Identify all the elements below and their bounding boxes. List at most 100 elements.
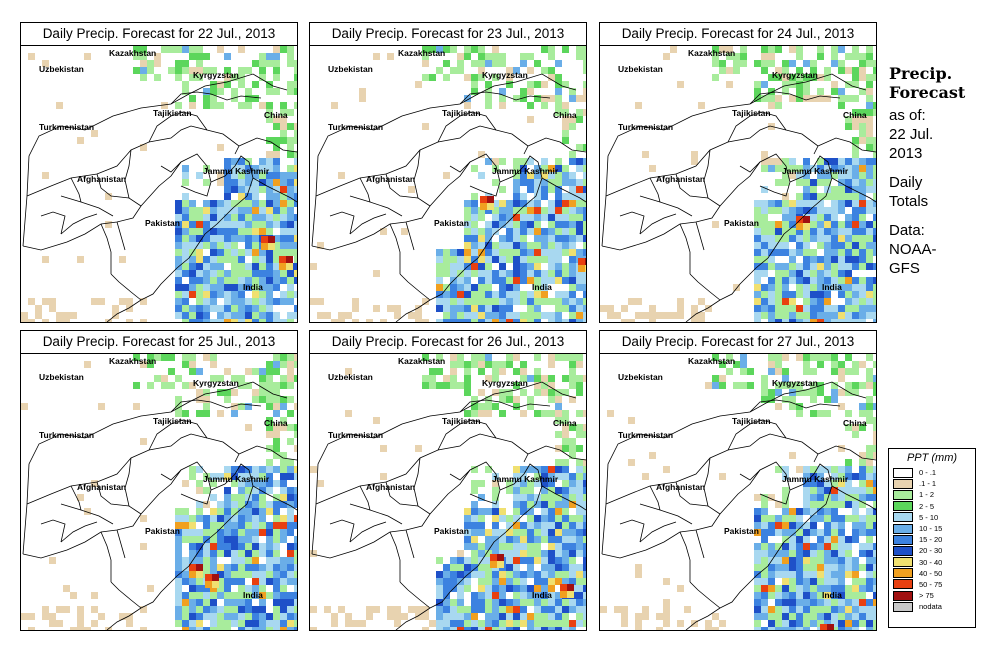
precip-cell (436, 571, 443, 578)
precip-cell (810, 494, 817, 501)
precip-cell (824, 193, 831, 200)
precip-cell (569, 606, 576, 613)
panel-title: Daily Precip. Forecast for 27 Jul., 2013 (600, 331, 876, 354)
precip-cell (238, 403, 245, 410)
precip-cell (273, 396, 280, 403)
precip-cell (245, 284, 252, 291)
precip-cell (513, 319, 520, 322)
precip-cell (719, 60, 726, 67)
precip-cell (261, 243, 268, 250)
precip-cell (754, 284, 761, 291)
precip-cell (373, 417, 380, 424)
precip-cell (803, 627, 810, 630)
label-india: India (822, 282, 842, 292)
precip-cell (761, 214, 768, 221)
precip-cell (583, 284, 586, 291)
precip-cell (548, 480, 555, 487)
precip-cell (492, 529, 499, 536)
precip-cell (576, 298, 583, 305)
precip-cell (845, 606, 852, 613)
precip-cell (168, 354, 175, 361)
precip-cell (775, 557, 782, 564)
precip-cell (133, 53, 140, 60)
precip-cell (541, 284, 548, 291)
precip-cell (252, 368, 259, 375)
precip-cell (294, 263, 297, 270)
precip-cell (212, 581, 219, 588)
precip-cell (224, 81, 231, 88)
precip-cell (471, 284, 478, 291)
precip-cell (499, 95, 506, 102)
precip-cell (189, 627, 196, 630)
precip-cell (245, 193, 252, 200)
precip-cell (231, 242, 238, 249)
country-border (110, 581, 142, 609)
precip-cell (534, 613, 541, 620)
precip-cell (492, 578, 499, 585)
precip-cell (238, 508, 245, 515)
precip-cell (831, 599, 838, 606)
precip-cell (576, 193, 583, 200)
country-border (679, 223, 691, 274)
precip-cell (252, 179, 259, 186)
country-border (459, 399, 551, 413)
precip-cell (210, 557, 217, 564)
precip-cell (569, 312, 576, 319)
precip-cell (273, 242, 280, 249)
precip-cell (266, 445, 273, 452)
precip-cell (443, 627, 450, 630)
precip-cell (803, 249, 810, 256)
precip-cell (803, 228, 810, 235)
precip-cell (147, 382, 154, 389)
precip-cell (859, 459, 866, 466)
precip-cell (310, 466, 317, 473)
precip-cell (506, 67, 513, 74)
country-border (116, 529, 126, 559)
precip-cell (196, 515, 203, 522)
precip-cell (224, 613, 231, 620)
precip-cell (224, 53, 231, 60)
precip-cell (555, 298, 562, 305)
country-border (639, 213, 677, 235)
precip-cell (859, 592, 866, 599)
precip-cell (436, 270, 443, 277)
precip-cell (831, 515, 838, 522)
precip-cell (203, 102, 210, 109)
precip-cell (810, 95, 817, 102)
precip-cell (838, 200, 845, 207)
precip-cell (782, 515, 789, 522)
precip-cell (492, 305, 499, 312)
precip-cell (754, 200, 761, 207)
precip-cell (866, 550, 873, 557)
precip-cell (562, 102, 569, 109)
precip-cell (513, 179, 520, 186)
label-turkmenistan: Turkmenistan (328, 122, 384, 132)
precip-cell (541, 389, 548, 396)
precip-cell (569, 291, 576, 298)
precip-cell (583, 193, 586, 200)
label-kyrgyzstan: Kyrgyzstan (772, 70, 818, 80)
precip-cell (294, 473, 297, 480)
precip-cell (548, 242, 555, 249)
precip-cell (534, 95, 541, 102)
precip-cell (217, 529, 224, 536)
precip-cell (583, 67, 586, 74)
precip-cell (506, 214, 513, 221)
precip-cell (775, 165, 782, 172)
precip-cell (273, 529, 280, 536)
precip-cell (231, 564, 238, 571)
precip-cell (224, 67, 231, 74)
precip-cell (294, 291, 297, 298)
precip-cell (161, 382, 168, 389)
precip-cell (182, 179, 189, 186)
precip-cell (726, 354, 733, 361)
precip-cell (852, 522, 859, 529)
precip-cell (817, 214, 824, 221)
precip-cell (252, 200, 259, 207)
precip-cell (492, 487, 499, 494)
precip-cell (513, 284, 520, 291)
precip-cell (534, 207, 541, 214)
precip-cell (84, 53, 91, 60)
precip-cell (506, 305, 513, 312)
precip-cell (569, 515, 576, 522)
